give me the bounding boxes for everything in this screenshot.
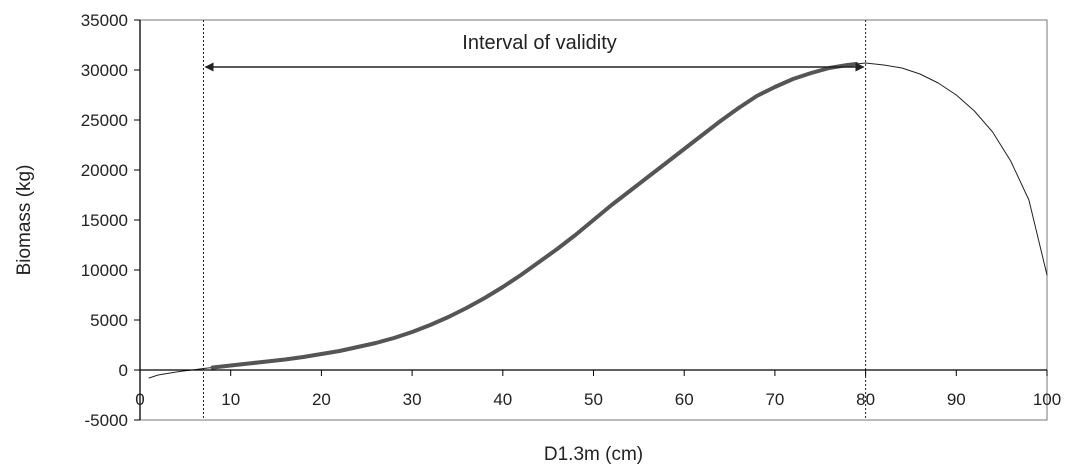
x-tick-label: 0 bbox=[135, 390, 144, 409]
x-axis-title: D1.3m (cm) bbox=[544, 444, 643, 465]
series-layer bbox=[148, 62, 1048, 379]
x-tick-label: 90 bbox=[947, 390, 966, 409]
x-tick-label: 70 bbox=[765, 390, 784, 409]
x-tick-label: 60 bbox=[675, 390, 694, 409]
axes: 0 10 20 30 40 50 60 70 80 90 100 -5000 0 5000 10000 150… bbox=[81, 11, 1061, 430]
y-tick-label: 35000 bbox=[81, 11, 128, 30]
annotation-label: Interval of validity bbox=[462, 32, 617, 54]
y-tick-label: 10000 bbox=[81, 261, 128, 280]
annotation: Interval of validity bbox=[204, 32, 865, 72]
x-tick-label: 30 bbox=[403, 390, 422, 409]
y-axis-title: Biomass (kg) bbox=[14, 165, 35, 276]
x-tick-label: 20 bbox=[312, 390, 331, 409]
y-tick-label: 5000 bbox=[90, 311, 128, 330]
series-line-thin bbox=[148, 62, 1048, 379]
y-tick-label: -5000 bbox=[85, 411, 128, 430]
y-tick-label: 0 bbox=[119, 361, 128, 380]
x-tick-label: 80 bbox=[856, 390, 875, 409]
y-tick-label: 20000 bbox=[81, 161, 128, 180]
y-tick-label: 15000 bbox=[81, 211, 128, 230]
y-tick-label: 30000 bbox=[81, 61, 128, 80]
x-tick-label: 50 bbox=[584, 390, 603, 409]
x-tick-label: 40 bbox=[493, 390, 512, 409]
x-tick-label: 100 bbox=[1033, 390, 1061, 409]
x-tick-label: 10 bbox=[221, 390, 240, 409]
reference-lines bbox=[202, 20, 867, 420]
y-tick-label: 25000 bbox=[81, 111, 128, 130]
series-line-thick bbox=[210, 62, 859, 370]
